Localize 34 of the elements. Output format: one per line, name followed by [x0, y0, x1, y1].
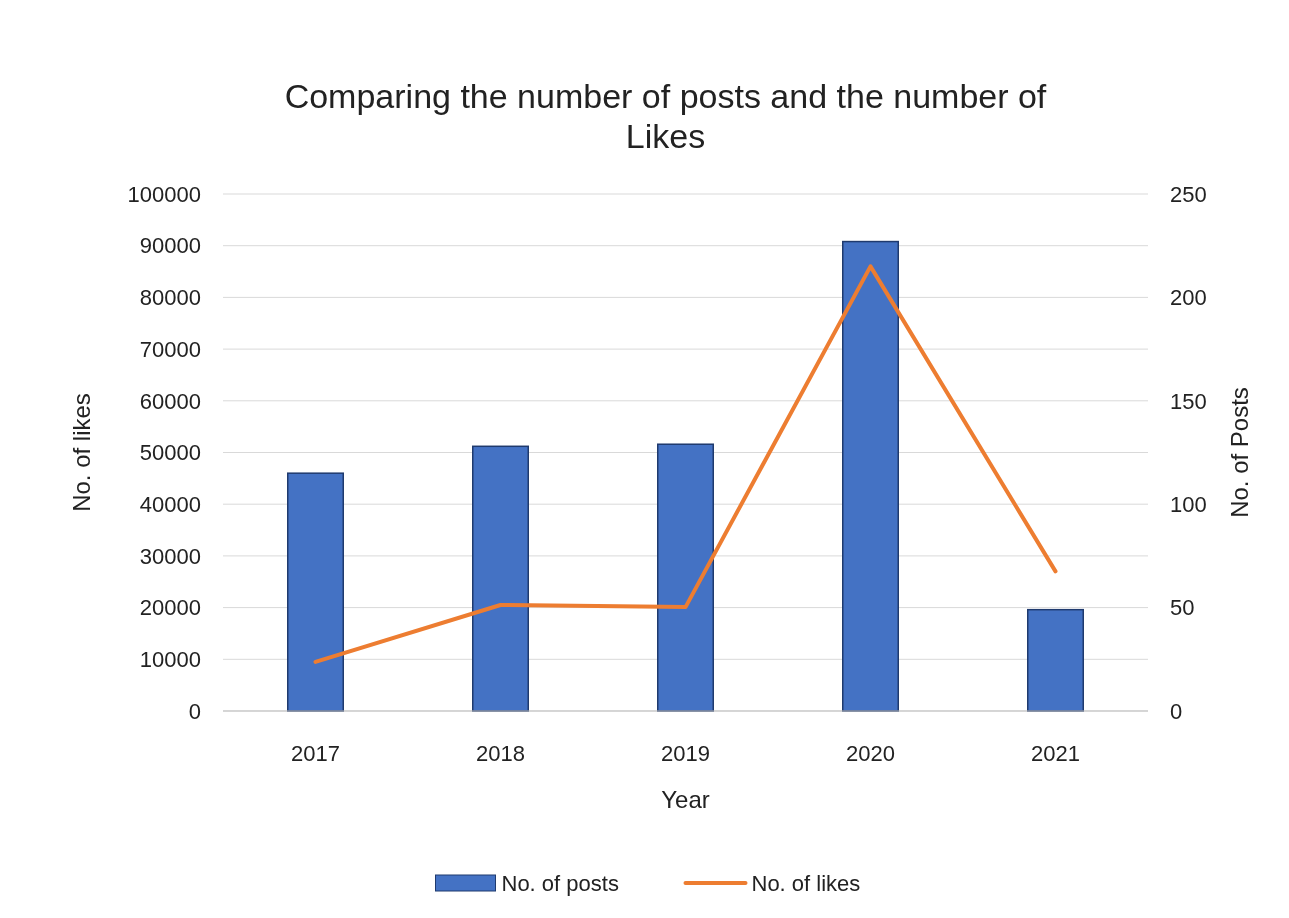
y-tick-label: 70000: [139, 336, 201, 362]
y-tick-label: 0: [188, 698, 201, 724]
y-axis-title: No. of likes: [68, 393, 95, 512]
y-tick-label: 10000: [139, 647, 201, 672]
bar: [1027, 608, 1084, 712]
y-tick-label: 80000: [139, 285, 201, 311]
bar: [842, 240, 899, 712]
y2-tick-label: 50: [1170, 595, 1195, 621]
line-series: [313, 264, 1058, 664]
x-tick-label: 2017: [291, 741, 340, 766]
y-tick-label: 30000: [139, 543, 201, 569]
y-tick-label: 60000: [139, 388, 201, 414]
y-tick-label: 90000: [139, 233, 201, 259]
x-axis-title: Year: [661, 786, 710, 813]
bar: [472, 445, 529, 712]
x-tick-label: 2020: [846, 741, 895, 766]
bar: [657, 443, 714, 712]
y-tick-label: 20000: [139, 595, 201, 621]
x-tick-label: 2019: [661, 741, 710, 766]
y2-tick-label: 200: [1170, 285, 1207, 311]
y2-axis-title: No. of Posts: [1226, 387, 1253, 518]
y-tick-label: 40000: [139, 491, 201, 517]
y2-tick-label: 150: [1170, 388, 1207, 414]
y2-tick-label: 250: [1170, 181, 1207, 207]
y2-tick-label: 0: [1170, 698, 1183, 724]
legend-label: No. of posts: [501, 870, 619, 896]
x-tick-label: 2021: [1031, 741, 1080, 766]
y-tick-label: 100000: [127, 181, 201, 207]
legend-label: No. of likes: [751, 870, 861, 896]
x-tick-label: 2018: [476, 741, 525, 766]
y2-tick-label: 100: [1170, 491, 1207, 517]
bar: [287, 472, 344, 712]
y-tick-label: 50000: [139, 440, 201, 466]
chart-title: Comparing the number of posts and the number of Likes: [284, 77, 1047, 155]
